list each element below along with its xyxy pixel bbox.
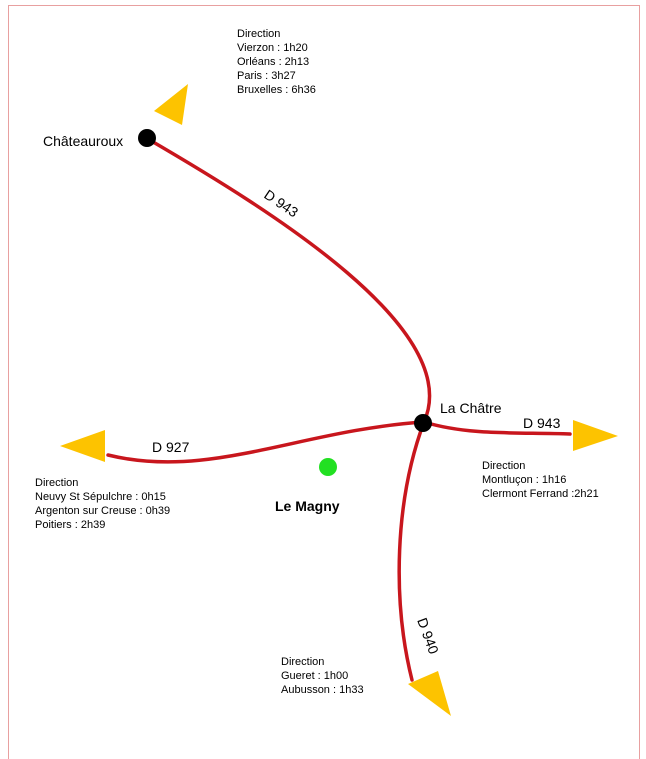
road-label: D 940 <box>414 616 442 657</box>
direction-title: Direction <box>237 28 280 40</box>
direction-destination: Paris : 3h27 <box>237 70 296 82</box>
road-label: D 943 <box>523 415 561 431</box>
direction-destination: Gueret : 1h00 <box>281 670 348 682</box>
direction-title: Direction <box>482 460 525 472</box>
direction-destination: Bruxelles : 6h36 <box>237 84 316 96</box>
direction-blocks: Direction Vierzon : 1h20 Orléans : 2h13 Par… <box>35 28 599 696</box>
frame <box>8 5 640 759</box>
direction-title: Direction <box>281 656 324 668</box>
direction-destination: Neuvy St Sépulchre : 0h15 <box>35 491 166 503</box>
arrow <box>408 671 451 716</box>
direction-destination: Poitiers : 2h39 <box>35 519 105 531</box>
place-dot <box>414 414 432 432</box>
arrow <box>573 420 618 451</box>
road-label: D 927 <box>152 439 190 455</box>
place-dot <box>319 458 337 476</box>
arrow <box>60 430 105 462</box>
direction-destination: Argenton sur Creuse : 0h39 <box>35 505 170 517</box>
road <box>397 420 426 682</box>
road <box>106 420 426 464</box>
direction-destination: Orléans : 2h13 <box>237 56 309 68</box>
place-label: Châteauroux <box>43 133 123 149</box>
direction-title: Direction <box>35 477 78 489</box>
direction-destination: Aubusson : 1h33 <box>281 684 364 696</box>
road <box>422 420 572 436</box>
arrow <box>154 84 188 125</box>
road-label: D 943 <box>261 186 301 220</box>
place-label: La Châtre <box>440 400 502 416</box>
direction-destination: Clermont Ferrand :2h21 <box>482 488 599 500</box>
direction-destination: Montluçon : 1h16 <box>482 474 566 486</box>
direction-destination: Vierzon : 1h20 <box>237 42 308 54</box>
place-dot <box>138 129 156 147</box>
road <box>146 137 432 424</box>
place-label: Le Magny <box>275 498 340 514</box>
